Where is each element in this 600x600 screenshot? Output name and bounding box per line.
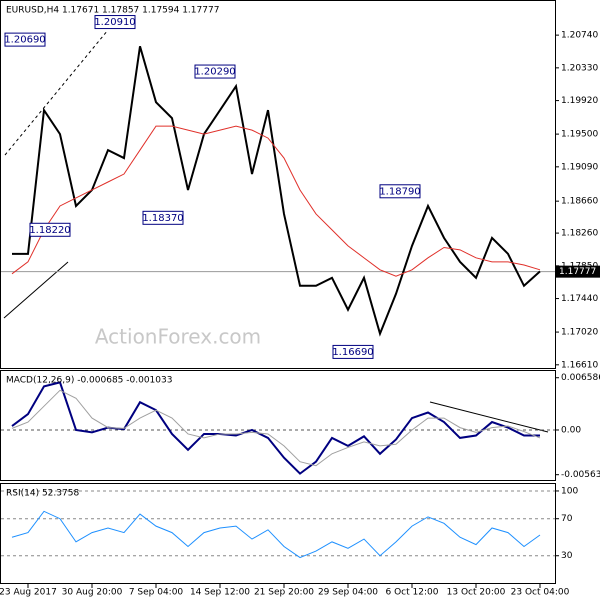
y-tick-label: 1.19920 [561,96,598,106]
watermark: ActionForex.com [95,325,261,349]
y-tick-label: -0.005634 [561,470,600,480]
x-tick-label: 13 Oct 20:00 [447,588,506,598]
y-tick-label: 30 [561,551,573,561]
y-tick-label: 1.17020 [561,328,598,338]
x-tick-label: 29 Sep 04:00 [318,588,378,598]
annotation-label: 1.20290 [194,67,235,78]
panel-title: RSI(14) 52.3758 [6,489,79,499]
x-tick-label: 23 Oct 04:00 [511,588,570,598]
y-tick-label: 1.18660 [561,197,598,207]
y-tick-label: 1.19500 [561,130,598,140]
annotation-box [142,210,184,225]
y-tick-label: 100 [561,486,578,496]
annotation-box [379,184,421,199]
y-tick-label: 1.20740 [561,31,598,41]
series-line [11,510,541,559]
series-line [11,381,540,475]
annotation-box [332,344,374,359]
panel-title: EURUSD,H4 1.17671 1.17857 1.17594 1.1777… [6,6,219,16]
y-tick-label: 1.20330 [561,63,598,73]
x-tick-label: 21 Sep 20:00 [254,588,314,598]
x-tick-label: 23 Aug 2017 [0,588,57,598]
annotation-label: 1.20910 [94,17,135,28]
x-tick-label: 30 Aug 20:00 [62,588,123,598]
y-tick-label: 0.006586 [561,373,600,383]
y-tick-label: 70 [561,514,573,524]
series-line [11,125,541,277]
annotation-label: 1.18370 [142,213,183,224]
series-line [12,46,541,337]
annotation-label: 1.20690 [4,35,45,46]
last-price-label: 1.17777 [559,267,596,277]
annotation-label: 1.18220 [29,225,70,236]
annotation-label: 1.18790 [379,186,420,197]
rsi-panel [0,483,556,584]
annotation-label: 1.16690 [332,347,373,358]
annotation-box [94,15,136,30]
panel-title: MACD(12,26,9) -0.000685 -0.001033 [6,376,172,386]
annotation-box [194,64,236,79]
y-tick-label: 1.17440 [561,294,598,304]
y-tick-label: 0.00 [561,425,581,435]
x-tick-label: 7 Sep 04:00 [129,588,184,598]
series-line [11,389,541,467]
x-tick-label: 6 Oct 12:00 [386,588,439,598]
price-panel [0,0,556,369]
trend-line [4,29,109,156]
x-tick-label: 14 Sep 12:00 [190,588,250,598]
last-price-box [556,265,600,278]
trend-line [429,401,549,433]
annotation-box [4,32,46,47]
y-tick-label: 1.18260 [561,229,598,239]
y-tick-label: 1.19090 [561,162,598,172]
annotation-box [29,222,71,237]
y-tick-label: 1.16610 [561,360,598,370]
macd-panel [0,370,556,481]
